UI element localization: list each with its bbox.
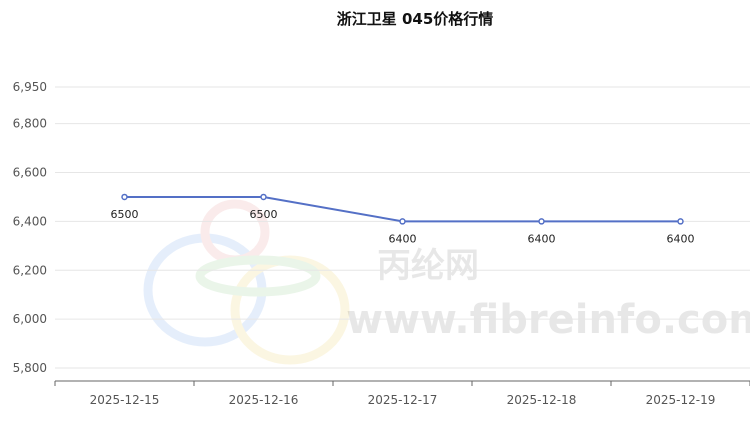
y-tick-label: 6,400 — [13, 214, 47, 228]
series: 6500 6500 6400 6400 6400 — [111, 193, 695, 245]
x-tick-label: 2025-12-15 — [90, 393, 160, 407]
data-label: 6400 — [389, 232, 417, 245]
y-tick-label: 6,200 — [13, 263, 47, 277]
chart-title: 浙江卫星 045价格行情 — [336, 10, 494, 28]
y-tick-label: 6,000 — [13, 312, 47, 326]
data-point — [538, 218, 545, 225]
y-axis: 5,800 6,000 6,200 6,400 6,600 6,800 6,950 — [13, 80, 47, 375]
data-label: 6400 — [667, 232, 695, 245]
data-point — [677, 218, 684, 225]
watermark-cn: 丙纶网 — [377, 246, 479, 286]
y-tick-label: 6,600 — [13, 166, 47, 180]
watermark-rings-logo — [143, 199, 350, 365]
data-point — [121, 193, 128, 201]
y-tick-label: 5,800 — [13, 361, 47, 375]
grid — [55, 86, 750, 369]
watermark-url: www.fibreinfo.com — [346, 297, 750, 343]
data-point — [260, 193, 267, 201]
y-tick-label: 6,800 — [13, 117, 47, 131]
x-tick-label: 2025-12-19 — [646, 393, 716, 407]
y-tick-label: 6,950 — [13, 80, 47, 94]
data-label: 6400 — [528, 232, 556, 245]
data-point — [399, 218, 406, 225]
data-label: 6500 — [111, 208, 139, 221]
data-label: 6500 — [250, 208, 278, 221]
x-tick-label: 2025-12-18 — [507, 393, 577, 407]
x-tick-label: 2025-12-17 — [368, 393, 438, 407]
x-axis: 2025-12-15 2025-12-16 2025-12-17 2025-12-18… — [54, 380, 750, 407]
watermark: 丙纶网 www.fibreinfo.com — [143, 199, 750, 365]
x-tick-label: 2025-12-16 — [229, 393, 299, 407]
